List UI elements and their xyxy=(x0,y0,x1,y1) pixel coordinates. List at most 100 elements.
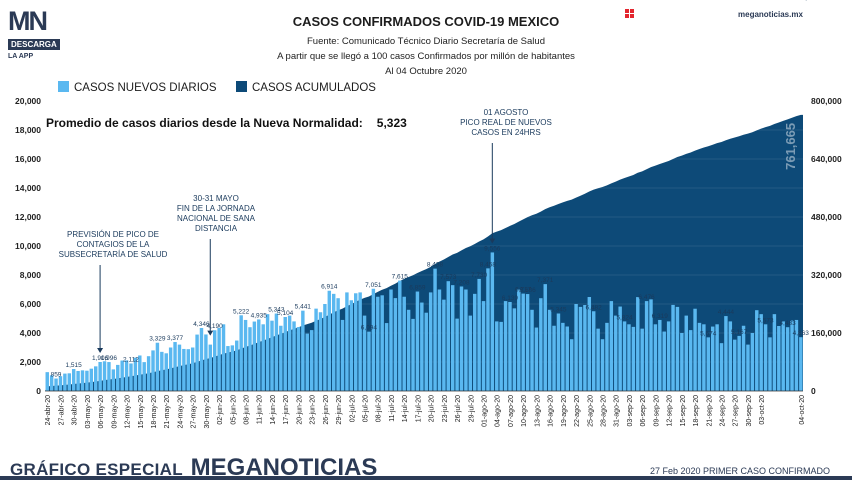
daily-bar xyxy=(182,348,186,391)
daily-bar xyxy=(340,319,345,391)
x-tick-label: 30-abr-20 xyxy=(72,395,79,425)
daily-bar xyxy=(719,343,724,391)
daily-bar xyxy=(155,342,160,391)
x-tick-label: 02-jun-20 xyxy=(217,395,224,425)
x-tick-label: 15-sep-20 xyxy=(680,395,687,427)
grid-icon xyxy=(625,9,634,18)
daily-bar xyxy=(733,339,737,391)
brand-logo[interactable]: MN DESCARGA LA APP xyxy=(8,8,60,60)
data-label: 4,444 xyxy=(718,309,735,316)
daily-bar xyxy=(354,293,358,391)
legend-cumulative: CASOS ACUMULADOS xyxy=(236,81,376,94)
annotation-arrowhead xyxy=(97,348,104,353)
x-tick-label: 15-may-20 xyxy=(138,395,145,429)
daily-bar xyxy=(741,325,746,391)
daily-bar xyxy=(508,301,512,391)
y-tick-left: 12,000 xyxy=(15,212,41,222)
daily-bar xyxy=(688,330,693,391)
daily-bar xyxy=(746,344,750,391)
x-tick-label: 19-ago-20 xyxy=(561,395,568,427)
daily-bar xyxy=(212,330,217,391)
daily-bar xyxy=(71,369,76,391)
daily-bar xyxy=(455,318,459,391)
x-tick-label: 12-may-20 xyxy=(125,395,132,429)
annotation-text: 01 AGOSTO xyxy=(484,108,529,117)
data-label: 6,094 xyxy=(361,325,378,332)
data-label: 5,167 xyxy=(731,329,748,336)
daily-bar xyxy=(243,319,248,391)
daily-bar xyxy=(437,289,442,391)
data-label: 4,863 xyxy=(793,330,810,337)
annotation-arrowhead xyxy=(489,238,496,244)
daily-bar xyxy=(230,345,235,391)
daily-bar xyxy=(636,297,640,391)
daily-bar xyxy=(662,331,666,391)
daily-bar xyxy=(296,327,301,391)
x-tick-label: 04-oct-20 xyxy=(799,395,806,425)
data-label: 2,112 xyxy=(123,356,139,363)
daily-bar xyxy=(464,289,468,391)
daily-bar xyxy=(283,316,287,391)
annotation-text: DISTANCIA xyxy=(195,224,238,233)
data-label: 5,104 xyxy=(277,310,294,317)
daily-bar xyxy=(265,314,270,391)
data-label: 5,824 xyxy=(616,314,633,321)
daily-bar xyxy=(279,325,283,391)
daily-bar xyxy=(270,320,274,391)
x-tick-label: 20-jun-20 xyxy=(296,395,303,425)
x-tick-label: 08-jul-20 xyxy=(376,395,383,422)
daily-bar xyxy=(473,293,477,391)
average-value: 5,323 xyxy=(376,116,407,130)
x-tick-label: 27-abr-20 xyxy=(58,395,65,425)
daily-bar xyxy=(349,300,354,391)
daily-bar xyxy=(195,334,199,391)
data-label: 5,573 xyxy=(757,317,774,324)
legend-daily: CASOS NUEVOS DIARIOS xyxy=(58,81,217,94)
data-label: 7,730 xyxy=(471,272,488,279)
daily-bar xyxy=(98,362,102,391)
daily-bar xyxy=(257,319,261,391)
y-tick-left: 18,000 xyxy=(15,125,41,135)
daily-bar xyxy=(146,356,151,391)
data-label: 4,190 xyxy=(207,323,224,330)
daily-bar xyxy=(389,289,393,391)
daily-bar xyxy=(318,312,323,391)
daily-bar xyxy=(799,337,803,391)
data-label: 6,476 xyxy=(638,294,655,301)
daily-bar xyxy=(376,296,380,391)
daily-bar xyxy=(323,304,327,391)
x-tick-label: 25-ago-20 xyxy=(587,395,594,427)
daily-bar xyxy=(204,334,208,391)
data-label: 7,573 xyxy=(440,274,457,281)
daily-bar xyxy=(490,252,495,391)
daily-bar xyxy=(248,327,252,391)
daily-bar xyxy=(45,372,49,391)
footer-first-case: 27 Feb 2020 PRIMER CASO CONFIRMADO xyxy=(650,466,831,476)
daily-bar xyxy=(561,322,565,391)
daily-bar xyxy=(785,327,790,391)
x-tick-label: 01-ago-20 xyxy=(481,395,488,427)
daily-bar xyxy=(406,309,411,391)
y-tick-right: 0 xyxy=(811,386,816,396)
data-label: 8,438 xyxy=(427,262,444,269)
y-tick-right: 640,000 xyxy=(811,154,842,164)
daily-bar xyxy=(124,360,129,391)
daily-bar xyxy=(199,327,204,391)
daily-bar xyxy=(649,299,653,391)
x-tick-label: 17-jun-20 xyxy=(283,395,290,425)
x-tick-label: 24-sep-20 xyxy=(719,395,726,427)
x-tick-label: 29-jun-20 xyxy=(336,395,343,425)
annotation-text: PREVISIÓN DE PICO DE xyxy=(67,230,159,239)
daily-bar xyxy=(415,291,420,391)
daily-bar xyxy=(468,315,473,391)
daily-bar xyxy=(424,312,428,391)
data-label: 1,996 xyxy=(101,355,118,362)
daily-bar xyxy=(173,342,177,391)
site-url[interactable]: meganoticias.mx xyxy=(738,10,803,19)
daily-bar xyxy=(715,324,719,391)
footer-bar xyxy=(0,476,852,480)
daily-bar xyxy=(556,313,561,391)
x-tick-label: 20-jul-20 xyxy=(429,395,436,422)
daily-bar xyxy=(697,322,702,391)
x-tick-label: 21-sep-20 xyxy=(706,395,713,427)
